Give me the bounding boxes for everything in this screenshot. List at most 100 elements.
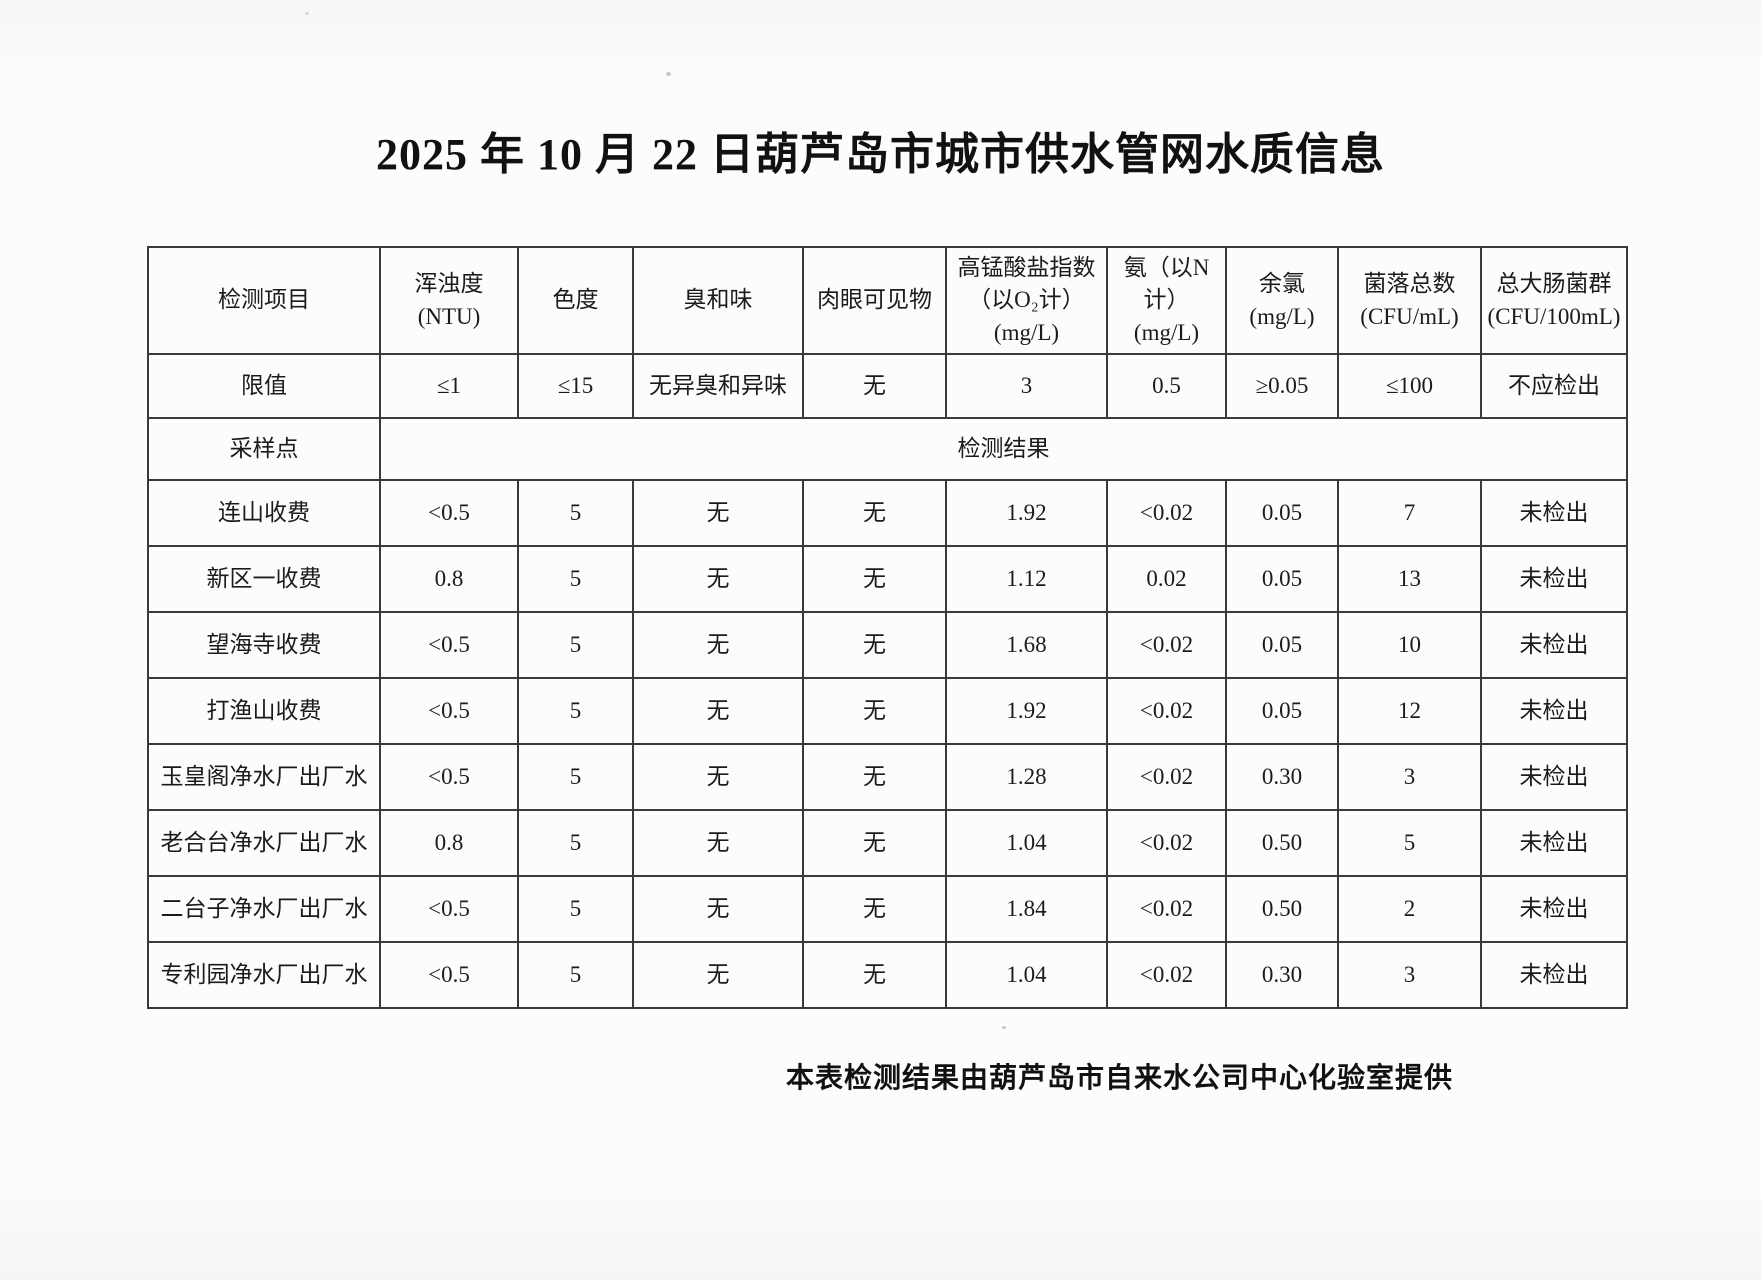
value-cell: 无 <box>802 677 947 745</box>
value-cell: 5 <box>517 611 634 679</box>
row-label-cell: 玉皇阁净水厂出厂水 <box>147 743 381 811</box>
document-title: 2025 年 10 月 22 日葫芦岛市城市供水管网水质信息 <box>376 130 1385 179</box>
value-cell: 0.30 <box>1225 941 1339 1009</box>
value-cell: 5 <box>517 875 634 943</box>
table-row-yuhuangge: 玉皇阁净水厂出厂水 <0.5 5 无 无 1.28 <0.02 0.30 3 未… <box>147 743 1628 811</box>
value-cell: 无 <box>632 875 804 943</box>
value-cell: 无 <box>802 611 947 679</box>
scan-speck <box>305 12 309 15</box>
limit-value-cell: ≥0.05 <box>1225 353 1339 419</box>
value-cell: <0.02 <box>1106 743 1227 811</box>
scan-speck <box>1002 1026 1006 1029</box>
header-cell-permanganate-index: 高锰酸盐指数 （以O₂计） (mg/L) <box>945 246 1108 355</box>
value-cell: 无 <box>632 479 804 547</box>
table-row-lianshan: 连山收费 <0.5 5 无 无 1.92 <0.02 0.05 7 未检出 <box>147 479 1628 547</box>
header-cell-visible-matter: 肉眼可见物 <box>802 246 947 355</box>
value-cell: <0.02 <box>1106 875 1227 943</box>
limit-value-cell: 无 <box>802 353 947 419</box>
table-row-laohetai: 老合台净水厂出厂水 0.8 5 无 无 1.04 <0.02 0.50 5 未检… <box>147 809 1628 877</box>
value-cell: 1.04 <box>945 809 1108 877</box>
value-cell: 未检出 <box>1480 479 1628 547</box>
value-cell: 无 <box>632 545 804 613</box>
value-cell: 无 <box>802 545 947 613</box>
row-label-cell: 望海寺收费 <box>147 611 381 679</box>
header-cell-color: 色度 <box>517 246 634 355</box>
value-cell: 0.8 <box>379 809 519 877</box>
value-cell: <0.02 <box>1106 479 1227 547</box>
table-row-dayushan: 打渔山收费 <0.5 5 无 无 1.92 <0.02 0.05 12 未检出 <box>147 677 1628 745</box>
footer-note: 本表检测结果由葫芦岛市自来水公司中心化验室提供 <box>786 1063 1454 1094</box>
value-cell: 0.50 <box>1225 809 1339 877</box>
value-cell: 1.04 <box>945 941 1108 1009</box>
header-cell-odor-taste: 臭和味 <box>632 246 804 355</box>
value-cell: 无 <box>632 743 804 811</box>
limit-value-cell: ≤100 <box>1337 353 1482 419</box>
value-cell: 未检出 <box>1480 611 1628 679</box>
table-header-row: 检测项目 浑浊度(NTU) 色度 臭和味 肉眼可见物 高锰酸盐指数 （以O₂计）… <box>147 246 1628 355</box>
limit-row-label: 限值 <box>147 353 381 419</box>
value-cell: 无 <box>802 941 947 1009</box>
value-cell: 未检出 <box>1480 809 1628 877</box>
value-cell: 无 <box>632 611 804 679</box>
value-cell: <0.5 <box>379 743 519 811</box>
value-cell: <0.02 <box>1106 677 1227 745</box>
value-cell: 0.05 <box>1225 479 1339 547</box>
value-cell: 未检出 <box>1480 743 1628 811</box>
header-cell-coliform: 总大肠菌群 (CFU/100mL) <box>1480 246 1628 355</box>
value-cell: 1.28 <box>945 743 1108 811</box>
row-label-cell: 连山收费 <box>147 479 381 547</box>
value-cell: 无 <box>632 677 804 745</box>
value-cell: 无 <box>632 809 804 877</box>
sampling-point-label: 采样点 <box>147 417 381 481</box>
value-cell: 0.8 <box>379 545 519 613</box>
value-cell: 无 <box>802 809 947 877</box>
row-label-cell: 老合台净水厂出厂水 <box>147 809 381 877</box>
value-cell: 无 <box>802 479 947 547</box>
value-cell: 5 <box>517 479 634 547</box>
value-cell: 3 <box>1337 743 1482 811</box>
row-label-cell: 二台子净水厂出厂水 <box>147 875 381 943</box>
test-result-span-label: 检测结果 <box>379 417 1628 481</box>
table-row-zhuanliyuan: 专利园净水厂出厂水 <0.5 5 无 无 1.04 <0.02 0.30 3 未… <box>147 941 1628 1009</box>
value-cell: 10 <box>1337 611 1482 679</box>
value-cell: 未检出 <box>1480 545 1628 613</box>
header-cell-turbidity: 浑浊度(NTU) <box>379 246 519 355</box>
value-cell: 1.12 <box>945 545 1108 613</box>
value-cell: <0.5 <box>379 677 519 745</box>
limit-value-cell: ≤15 <box>517 353 634 419</box>
value-cell: 13 <box>1337 545 1482 613</box>
table-row-ertaizi: 二台子净水厂出厂水 <0.5 5 无 无 1.84 <0.02 0.50 2 未… <box>147 875 1628 943</box>
value-cell: 12 <box>1337 677 1482 745</box>
value-cell: 5 <box>517 941 634 1009</box>
value-cell: 0.02 <box>1106 545 1227 613</box>
value-cell: 0.05 <box>1225 545 1339 613</box>
value-cell: 3 <box>1337 941 1482 1009</box>
header-cell-colony-count: 菌落总数 (CFU/mL) <box>1337 246 1482 355</box>
value-cell: 未检出 <box>1480 875 1628 943</box>
value-cell: 2 <box>1337 875 1482 943</box>
value-cell: 1.68 <box>945 611 1108 679</box>
value-cell: 1.92 <box>945 479 1108 547</box>
value-cell: 5 <box>517 677 634 745</box>
limit-value-cell: 不应检出 <box>1480 353 1628 419</box>
row-label-cell: 新区一收费 <box>147 545 381 613</box>
value-cell: 无 <box>802 875 947 943</box>
value-cell: <0.02 <box>1106 941 1227 1009</box>
value-cell: 5 <box>517 743 634 811</box>
value-cell: 未检出 <box>1480 941 1628 1009</box>
value-cell: 0.05 <box>1225 611 1339 679</box>
value-cell: 1.92 <box>945 677 1108 745</box>
header-cell-residual-chlorine: 余氯 (mg/L) <box>1225 246 1339 355</box>
value-cell: 5 <box>517 809 634 877</box>
table-row-wanghaisi: 望海寺收费 <0.5 5 无 无 1.68 <0.02 0.05 10 未检出 <box>147 611 1628 679</box>
value-cell: 7 <box>1337 479 1482 547</box>
limit-row: 限值 ≤1 ≤15 无异臭和异味 无 3 0.5 ≥0.05 ≤100 不应检出 <box>147 353 1628 419</box>
header-cell-ammonia: 氨（以N计） (mg/L) <box>1106 246 1227 355</box>
row-label-cell: 专利园净水厂出厂水 <box>147 941 381 1009</box>
value-cell: <0.02 <box>1106 809 1227 877</box>
table-row-xinqu: 新区一收费 0.8 5 无 无 1.12 0.02 0.05 13 未检出 <box>147 545 1628 613</box>
limit-value-cell: 0.5 <box>1106 353 1227 419</box>
limit-value-cell: 无异臭和异味 <box>632 353 804 419</box>
value-cell: 5 <box>517 545 634 613</box>
